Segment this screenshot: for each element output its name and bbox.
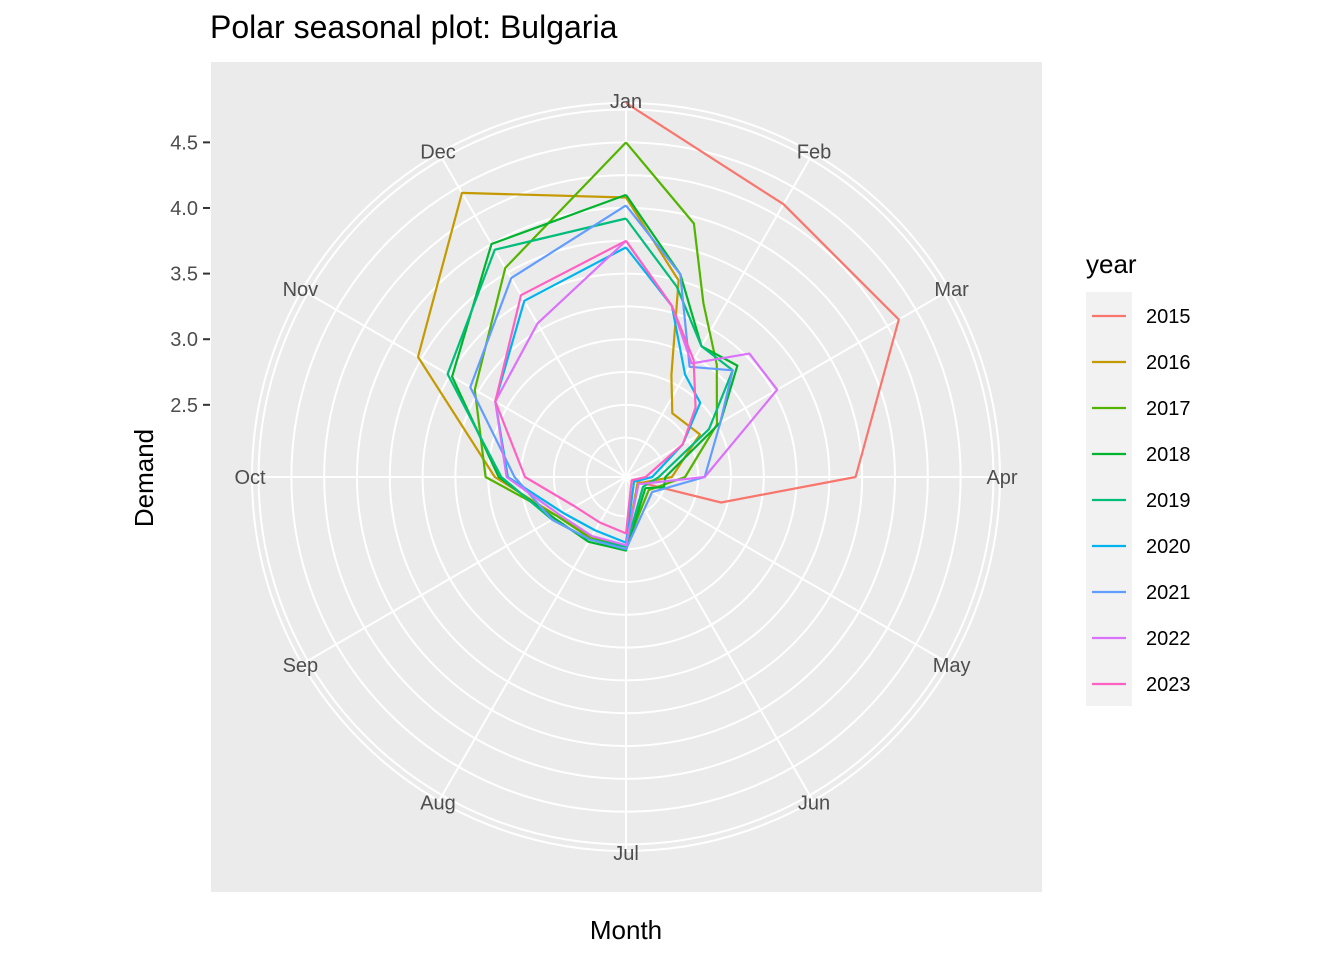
month-label: Jul bbox=[613, 843, 639, 865]
month-label: Apr bbox=[986, 467, 1017, 489]
legend-label-2019: 2019 bbox=[1146, 490, 1191, 512]
legend-label-2020: 2020 bbox=[1146, 536, 1191, 558]
legend-label-2023: 2023 bbox=[1146, 674, 1191, 696]
y-axis-title: Demand bbox=[129, 429, 159, 527]
month-label: Aug bbox=[420, 793, 456, 815]
series-line-2017 bbox=[473, 141, 718, 548]
chart-title: Polar seasonal plot: Bulgaria bbox=[210, 9, 618, 45]
month-label: Nov bbox=[283, 279, 319, 301]
legend-label-2018: 2018 bbox=[1146, 444, 1191, 466]
legend: year 2015 2016 2017 2018 2019 2020 2021 2022 202… bbox=[1086, 249, 1191, 706]
month-label: Oct bbox=[234, 467, 266, 489]
month-spoke bbox=[301, 289, 627, 478]
y-tick-label: 3.5 bbox=[170, 264, 198, 286]
month-label: May bbox=[933, 655, 971, 677]
series-lines bbox=[416, 102, 900, 552]
series-line-2023 bbox=[494, 239, 697, 535]
y-axis: 2.5 3.0 3.5 4.0 4.5 bbox=[170, 132, 210, 417]
legend-label-2022: 2022 bbox=[1146, 628, 1191, 650]
legend-label-2015: 2015 bbox=[1146, 306, 1191, 328]
month-label: Dec bbox=[420, 141, 456, 163]
month-spoke bbox=[625, 152, 814, 478]
month-labels: Jan Feb Mar Apr May Jun Jul Aug Sep Oct Nov Dec bbox=[234, 91, 1017, 865]
month-label: Jun bbox=[798, 793, 830, 815]
y-tick-label: 3.0 bbox=[170, 329, 198, 351]
x-axis-title: Month bbox=[590, 915, 662, 945]
series-line-2019 bbox=[446, 217, 734, 548]
month-label: Sep bbox=[283, 655, 319, 677]
month-label: Jan bbox=[610, 91, 642, 113]
legend-title: year bbox=[1086, 249, 1137, 279]
y-tick-label: 4.5 bbox=[170, 132, 198, 154]
legend-label-2016: 2016 bbox=[1146, 352, 1191, 374]
y-tick-label: 4.0 bbox=[170, 198, 198, 220]
month-spoke bbox=[625, 476, 814, 802]
series-line-2021 bbox=[469, 204, 734, 551]
month-spoke bbox=[625, 476, 951, 665]
month-label: Mar bbox=[934, 279, 969, 301]
series-line-2015 bbox=[625, 102, 900, 504]
series-line-2022 bbox=[494, 239, 779, 547]
legend-label-2021: 2021 bbox=[1146, 582, 1191, 604]
month-label: Feb bbox=[797, 141, 831, 163]
legend-label-2017: 2017 bbox=[1146, 398, 1191, 420]
y-tick-label: 2.5 bbox=[170, 395, 198, 417]
month-spoke bbox=[301, 476, 627, 665]
month-spoke bbox=[438, 152, 627, 478]
